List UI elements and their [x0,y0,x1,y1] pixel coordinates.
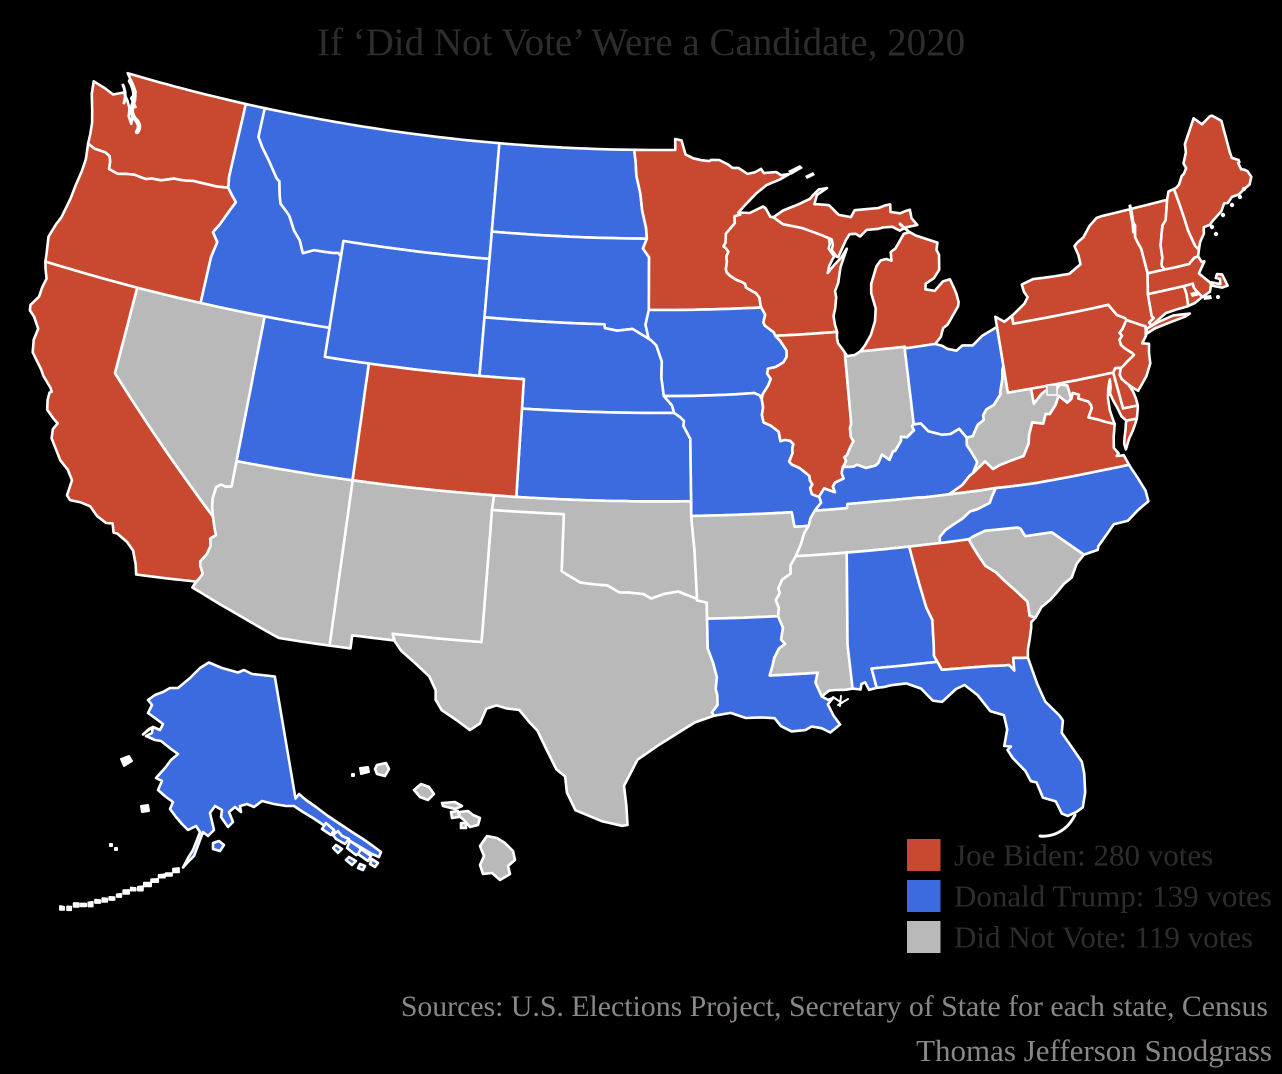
svg-text:Donald Trump: 139 votes: Donald Trump: 139 votes [954,879,1272,914]
svg-text:Thomas Jefferson Snodgrass: Thomas Jefferson Snodgrass [916,1033,1272,1068]
svg-text:Did Not Vote: 119 votes: Did Not Vote: 119 votes [954,920,1253,955]
svg-text:If ‘Did Not Vote’ Were a Candi: If ‘Did Not Vote’ Were a Candidate, 2020 [317,21,965,64]
svg-text:Joe Biden: 280 votes: Joe Biden: 280 votes [954,838,1213,873]
svg-text:Sources: U.S. Elections Projec: Sources: U.S. Elections Project, Secreta… [401,990,1268,1023]
